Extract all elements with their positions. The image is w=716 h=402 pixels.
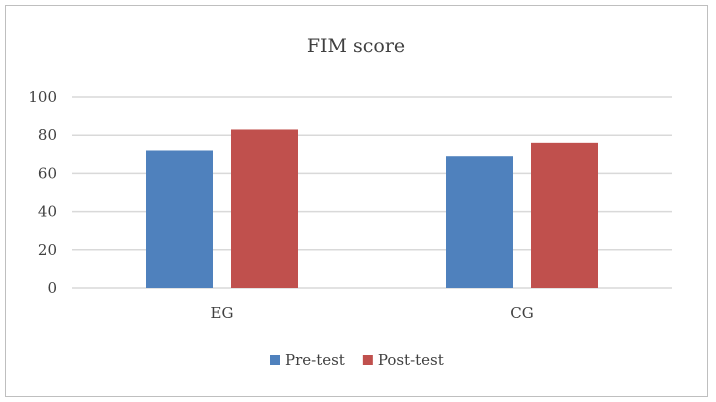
x-category-label: EG bbox=[211, 304, 234, 322]
x-category-label: CG bbox=[510, 304, 533, 322]
y-tick-label: 80 bbox=[38, 126, 57, 144]
y-tick-label: 100 bbox=[28, 88, 57, 106]
legend-label: Pre-test bbox=[285, 351, 345, 369]
bar-pre-test-cg bbox=[446, 156, 513, 288]
y-tick-label: 0 bbox=[47, 279, 57, 297]
y-tick-label: 40 bbox=[38, 203, 57, 221]
y-tick-label: 20 bbox=[38, 241, 57, 259]
legend: Pre-test Post-test bbox=[270, 351, 444, 369]
bar-pre-test-eg bbox=[146, 150, 213, 288]
x-axis-categories: EG CG bbox=[211, 304, 534, 322]
y-axis-ticks: 0 20 40 60 80 100 bbox=[28, 88, 57, 297]
bar-post-test-eg bbox=[231, 129, 298, 288]
bar-post-test-cg bbox=[531, 142, 598, 288]
y-tick-label: 60 bbox=[38, 164, 57, 182]
legend-label: Post-test bbox=[378, 351, 444, 369]
bars bbox=[146, 129, 598, 288]
legend-swatch bbox=[270, 355, 280, 365]
legend-swatch bbox=[362, 355, 373, 365]
chart-title: FIM score bbox=[307, 35, 405, 57]
